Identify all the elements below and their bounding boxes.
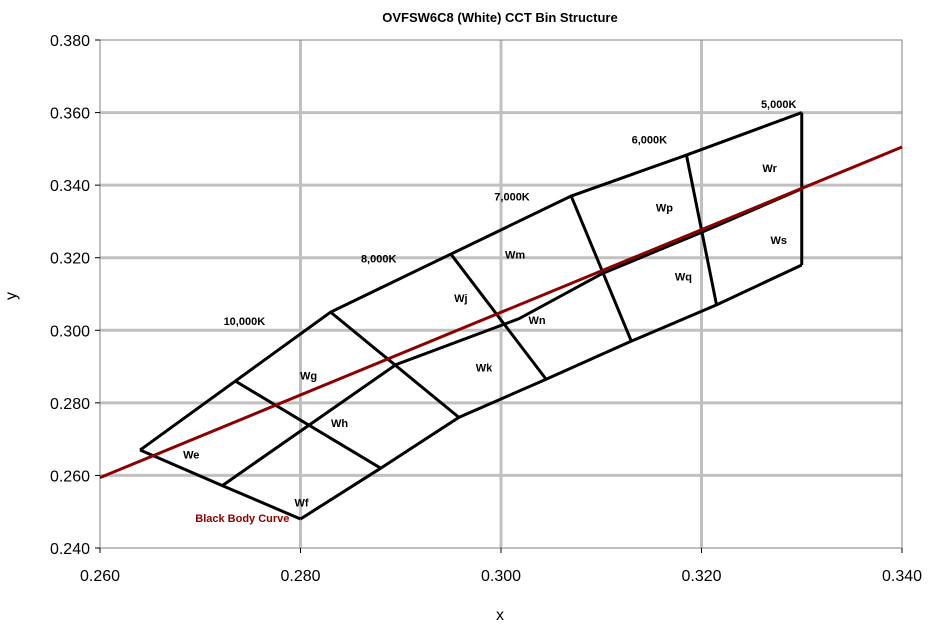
x-axis-ticks: 0.260 0.280 0.300 0.320 0.340 bbox=[80, 548, 922, 585]
cct-label: 7,000K bbox=[494, 191, 530, 203]
bin-label: Wq bbox=[675, 272, 692, 284]
bin-label: Wm bbox=[505, 249, 525, 261]
bin-label: Wj bbox=[454, 293, 467, 305]
bin-labels: We Wf Wg Wh Wj Wk Wm Wn Wp Wq Wr Ws bbox=[183, 163, 787, 510]
y-tick-label: 0.280 bbox=[50, 396, 90, 413]
bin-boundary-line bbox=[139, 111, 803, 452]
bin-label: Ws bbox=[770, 235, 787, 247]
bin-boundary-line bbox=[329, 310, 460, 419]
y-tick-label: 0.320 bbox=[50, 251, 90, 268]
bin-boundary-line bbox=[234, 379, 382, 470]
x-tick-label: 0.280 bbox=[280, 568, 320, 585]
bin-boundary-line bbox=[449, 253, 548, 381]
x-axis-label: x bbox=[496, 607, 504, 624]
bin-boundary-line bbox=[299, 263, 803, 521]
y-tick-label: 0.240 bbox=[50, 541, 90, 558]
y-tick-label: 0.360 bbox=[50, 106, 90, 123]
y-axis-label: y bbox=[3, 292, 20, 300]
bin-label: Wf bbox=[294, 498, 308, 510]
bin-label: Wk bbox=[476, 362, 493, 374]
x-tick-label: 0.300 bbox=[481, 568, 521, 585]
x-tick-label: 0.340 bbox=[882, 568, 922, 585]
bin-boundary-line bbox=[139, 448, 302, 521]
bin-label: Wh bbox=[331, 418, 348, 430]
cct-label: 5,000K bbox=[761, 99, 797, 111]
x-tick-label: 0.260 bbox=[80, 568, 120, 585]
bin-label: Wr bbox=[762, 163, 777, 175]
y-tick-label: 0.300 bbox=[50, 323, 90, 340]
cct-label: 6,000K bbox=[632, 134, 668, 146]
x-tick-label: 0.320 bbox=[681, 568, 721, 585]
cct-label: 8,000K bbox=[361, 253, 397, 265]
bin-label: Wg bbox=[300, 370, 317, 382]
bin-boundary-line bbox=[221, 187, 803, 487]
grid bbox=[100, 40, 902, 548]
cct-label: 10,000K bbox=[224, 316, 266, 328]
black-body-curve-label: Black Body Curve bbox=[195, 513, 289, 525]
y-axis-ticks: 0.240 0.260 0.280 0.300 0.320 0.340 0.360 0.380 bbox=[50, 33, 100, 558]
bin-label: Wn bbox=[529, 315, 546, 327]
chart-title: OVFSW6C8 (White) CCT Bin Structure bbox=[382, 10, 617, 25]
bin-label: Wp bbox=[656, 203, 673, 215]
y-tick-label: 0.340 bbox=[50, 178, 90, 195]
y-tick-label: 0.260 bbox=[50, 468, 90, 485]
bin-boundary-line bbox=[569, 195, 633, 342]
cct-labels: 10,000K 8,000K 7,000K 6,000K 5,000K bbox=[224, 99, 797, 328]
bin-structure bbox=[139, 111, 804, 521]
y-tick-label: 0.380 bbox=[50, 33, 90, 50]
bin-label: We bbox=[183, 450, 199, 462]
black-body-curve bbox=[99, 145, 903, 479]
black-body-curve-group bbox=[99, 145, 903, 479]
